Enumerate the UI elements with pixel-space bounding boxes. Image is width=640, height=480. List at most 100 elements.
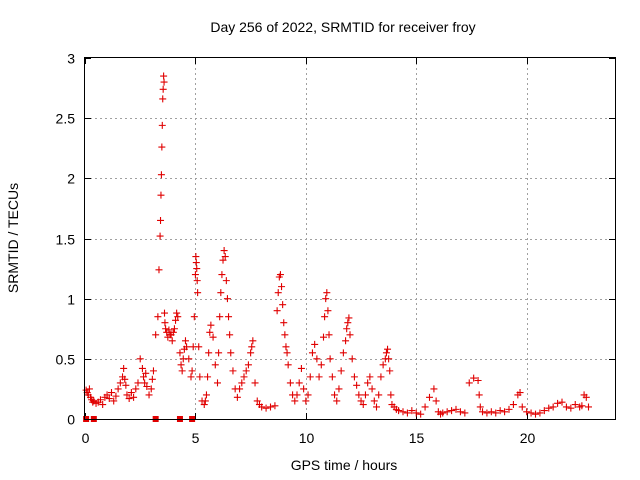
data-point bbox=[204, 373, 212, 381]
data-point bbox=[152, 331, 160, 339]
data-point bbox=[219, 256, 227, 264]
data-point bbox=[141, 379, 149, 387]
data-point bbox=[540, 407, 548, 415]
data-point bbox=[158, 143, 166, 151]
data-point bbox=[225, 313, 233, 321]
data-point bbox=[123, 391, 131, 399]
data-point bbox=[313, 355, 321, 363]
data-point bbox=[483, 409, 491, 417]
data-point bbox=[395, 407, 403, 415]
data-point bbox=[193, 277, 201, 285]
data-point bbox=[242, 367, 250, 375]
data-point bbox=[474, 376, 482, 384]
data-point bbox=[192, 259, 200, 267]
data-point bbox=[138, 364, 146, 372]
data-point bbox=[172, 316, 180, 324]
data-point bbox=[147, 385, 155, 393]
data-point bbox=[96, 396, 104, 404]
data-point bbox=[181, 337, 189, 345]
data-point bbox=[280, 319, 288, 327]
data-point bbox=[279, 301, 287, 309]
data-point bbox=[240, 373, 248, 381]
data-point bbox=[439, 409, 447, 417]
data-point bbox=[379, 361, 387, 369]
data-point bbox=[206, 328, 214, 336]
y-tick-label: 0 bbox=[67, 412, 75, 428]
data-point bbox=[121, 375, 129, 383]
data-point bbox=[238, 379, 246, 387]
data-point bbox=[320, 333, 327, 341]
data-point bbox=[178, 367, 186, 375]
data-point bbox=[226, 331, 234, 339]
data-point bbox=[157, 171, 165, 179]
data-point bbox=[386, 367, 394, 375]
data-point bbox=[337, 367, 345, 375]
data-point bbox=[236, 385, 244, 393]
data-point bbox=[456, 408, 464, 416]
data-point bbox=[160, 78, 168, 86]
data-point bbox=[196, 373, 204, 381]
data-point bbox=[200, 401, 208, 409]
data-point bbox=[188, 367, 196, 375]
data-point bbox=[333, 397, 341, 405]
data-point bbox=[554, 399, 562, 407]
data-point bbox=[110, 397, 118, 405]
data-point bbox=[122, 381, 130, 389]
data-point bbox=[185, 355, 193, 363]
data-point bbox=[217, 289, 225, 297]
data-point bbox=[207, 321, 215, 329]
data-point bbox=[408, 407, 416, 415]
data-point bbox=[545, 404, 553, 412]
data-point bbox=[214, 379, 221, 387]
data-point bbox=[274, 289, 282, 297]
data-point bbox=[195, 343, 203, 351]
data-point bbox=[130, 393, 138, 401]
data-point bbox=[103, 391, 111, 399]
data-point bbox=[385, 355, 393, 363]
data-point bbox=[248, 343, 256, 351]
data-point bbox=[143, 383, 151, 391]
data-point bbox=[157, 191, 165, 199]
data-point bbox=[335, 385, 343, 393]
data-points bbox=[82, 72, 592, 422]
data-point bbox=[156, 232, 164, 240]
data-point bbox=[571, 401, 579, 409]
data-point bbox=[286, 379, 294, 387]
data-point bbox=[112, 392, 120, 400]
data-point bbox=[227, 349, 235, 357]
data-point bbox=[262, 404, 270, 412]
data-point bbox=[297, 364, 305, 372]
data-point bbox=[346, 331, 354, 339]
data-point bbox=[271, 402, 279, 410]
data-point bbox=[218, 271, 226, 279]
data-point bbox=[105, 395, 113, 403]
data-point bbox=[209, 333, 217, 341]
data-point bbox=[136, 355, 144, 363]
x-axis: 0 5 10 15 20 bbox=[82, 58, 535, 446]
data-point bbox=[205, 349, 213, 357]
data-point bbox=[148, 375, 156, 383]
data-point bbox=[505, 405, 513, 413]
y-tick-label: 0.5 bbox=[56, 352, 76, 368]
x-tick-label: 15 bbox=[409, 430, 425, 446]
data-point bbox=[85, 385, 93, 393]
data-point bbox=[421, 403, 429, 411]
data-point bbox=[223, 295, 231, 303]
data-point bbox=[127, 389, 135, 397]
data-point bbox=[311, 340, 319, 348]
data-point bbox=[155, 266, 163, 274]
data-point bbox=[249, 337, 257, 345]
data-point bbox=[125, 395, 133, 403]
data-point bbox=[165, 326, 173, 334]
data-point bbox=[578, 402, 586, 410]
data-point bbox=[174, 313, 182, 321]
data-point bbox=[140, 373, 148, 381]
data-point bbox=[192, 253, 200, 261]
y-axis-label: SRMTID / TECUs bbox=[5, 183, 21, 293]
data-point bbox=[302, 397, 310, 405]
data-point bbox=[284, 361, 292, 369]
data-point bbox=[426, 393, 433, 401]
data-point bbox=[496, 407, 504, 415]
data-point bbox=[364, 379, 372, 387]
